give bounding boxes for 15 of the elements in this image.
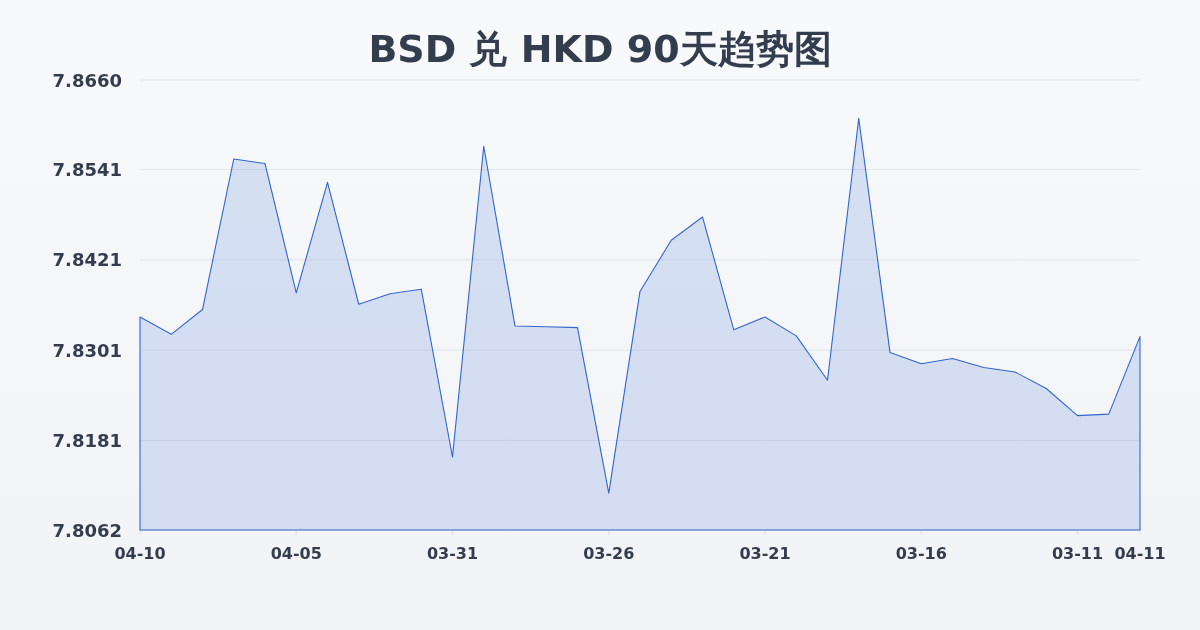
x-tick-label: 03-31 (426, 544, 479, 563)
y-tick-label: 7.8421 (52, 249, 122, 271)
x-tick-label: 03-26 (583, 544, 635, 563)
x-tick-label: 03-11 (1051, 544, 1104, 563)
y-tick-label: 7.8181 (52, 429, 122, 451)
x-tick-label: 04-10 (114, 544, 166, 563)
x-tick-label: 03-21 (739, 544, 791, 563)
chart-title: BSD 兑 HKD 90天趋势图 (368, 27, 832, 71)
y-tick-label: 7.8660 (52, 69, 122, 91)
x-tick-label: 04-11 (1114, 544, 1166, 563)
y-tick-label: 7.8301 (52, 339, 122, 361)
y-tick-label: 7.8541 (52, 159, 122, 181)
y-tick-label: 7.8062 (52, 519, 122, 541)
x-tick-label: 04-05 (270, 544, 322, 563)
x-tick-label: 03-16 (895, 544, 947, 563)
